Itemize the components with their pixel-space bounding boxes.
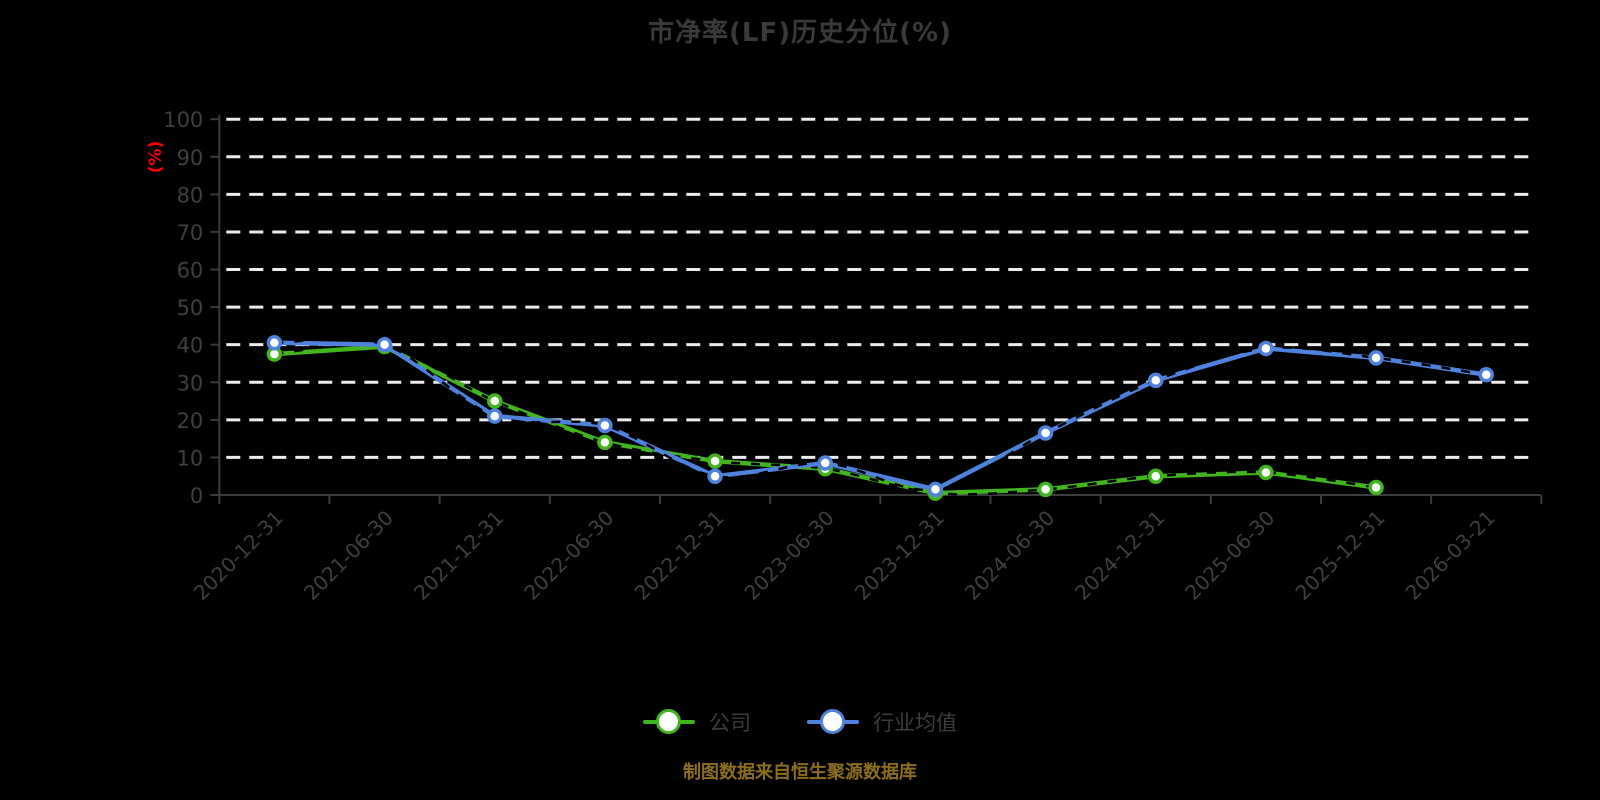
svg-text:2023-12-31: 2023-12-31 [850, 506, 949, 605]
svg-text:0: 0 [190, 484, 203, 508]
legend-item-industry-average[interactable]: 行业均值 [807, 707, 957, 737]
svg-text:2025-06-30: 2025-06-30 [1180, 506, 1279, 605]
svg-text:10: 10 [177, 446, 204, 470]
company-series-marker-icon [643, 709, 695, 735]
industry-average-series-marker-icon [807, 709, 859, 735]
svg-text:2025-12-31: 2025-12-31 [1290, 506, 1389, 605]
svg-text:2026-03-21: 2026-03-21 [1401, 506, 1500, 605]
svg-text:2021-06-30: 2021-06-30 [299, 506, 398, 605]
svg-text:30: 30 [177, 371, 204, 395]
svg-text:2024-12-31: 2024-12-31 [1070, 506, 1169, 605]
svg-text:50: 50 [177, 296, 204, 320]
svg-text:2024-06-30: 2024-06-30 [960, 506, 1059, 605]
svg-text:80: 80 [177, 183, 204, 207]
svg-text:90: 90 [177, 146, 204, 170]
svg-text:2022-12-31: 2022-12-31 [629, 506, 728, 605]
data-source-note: 制图数据来自恒生聚源数据库 [683, 762, 917, 783]
legend-item-company[interactable]: 公司 [643, 707, 751, 737]
svg-text:2020-12-31: 2020-12-31 [189, 506, 288, 605]
svg-text:2022-06-30: 2022-06-30 [519, 506, 618, 605]
svg-text:40: 40 [177, 334, 204, 358]
legend-label-industry-average: 行业均值 [873, 711, 957, 735]
svg-text:20: 20 [177, 409, 204, 433]
line-chart-canvas: 0 10 20 30 40 50 60 70 80 90 100 2020-12-31 2021-06-… [163, 108, 1543, 605]
legend-label-company: 公司 [709, 711, 751, 735]
svg-text:60: 60 [177, 259, 204, 283]
chart-title: 市净率(LF)历史分位(%) [648, 18, 952, 48]
svg-text:70: 70 [177, 221, 204, 245]
svg-text:2021-12-31: 2021-12-31 [409, 506, 508, 605]
chart-legend: 公司 行业均值 [0, 700, 1600, 744]
svg-text:2023-06-30: 2023-06-30 [740, 506, 839, 605]
svg-text:100: 100 [163, 108, 203, 132]
